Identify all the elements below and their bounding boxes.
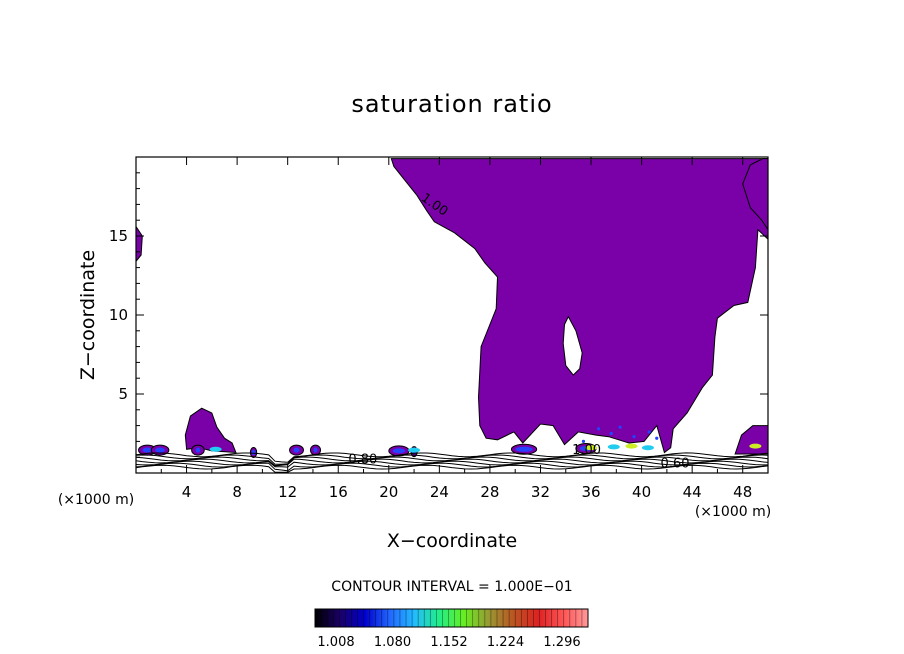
x-tick-label: 12 — [278, 483, 297, 501]
supersaturated-cell — [293, 447, 300, 453]
supersaturated-speck — [597, 427, 601, 431]
surface-contour-line — [136, 458, 768, 467]
colorbar-tick-labels: 1.008 1.080 1.152 1.224 1.296 — [317, 635, 580, 650]
supersaturated-speck — [581, 439, 586, 443]
y-tick-label: 5 — [118, 385, 128, 403]
x-tick-label: 28 — [480, 483, 499, 501]
y-axis-label: Z−coordinate — [77, 250, 99, 380]
supersaturated-cell — [155, 447, 165, 453]
x-tick-label: 4 — [182, 483, 192, 501]
contour-interval-note: CONTOUR INTERVAL = 1.000E−01 — [331, 579, 572, 595]
x-tick-label: 24 — [430, 483, 449, 501]
supersaturated-cell — [392, 448, 406, 454]
colorbar-tick-label: 1.008 — [317, 635, 354, 650]
x-tick-label: 40 — [632, 483, 651, 501]
plot-area — [136, 158, 768, 473]
x-unit-right: (×1000 m) — [695, 504, 771, 520]
high-saturation-cell — [585, 445, 598, 451]
colorbar-tick-label: 1.152 — [430, 635, 467, 650]
colorbar: 1.008 1.080 1.152 1.224 1.296 — [314, 608, 589, 650]
colorbar-divisions — [320, 609, 583, 627]
x-tick-label: 20 — [379, 483, 398, 501]
colorbar-strip — [314, 608, 589, 628]
high-saturation-cell — [641, 445, 654, 451]
x-axis-label: X−coordinate — [387, 530, 517, 552]
supersaturated-speck — [618, 425, 622, 429]
supersaturated-cell — [251, 449, 256, 455]
supersaturated-cell — [515, 446, 533, 452]
y-tick-label: 15 — [109, 227, 128, 245]
high-saturation-cell — [607, 444, 620, 450]
y-axis-ticks: 5 10 15 — [109, 172, 768, 458]
saturated-region-main — [390, 158, 768, 454]
contour-label: 0.80 — [348, 453, 377, 468]
surface-contour-line — [136, 464, 768, 473]
supersaturated-speck — [632, 435, 636, 439]
saturated-region-top-right — [742, 158, 768, 231]
colorbar-tick-label: 1.080 — [374, 635, 411, 650]
colorbar-tick-label: 1.296 — [543, 635, 580, 650]
saturated-region-blob — [184, 407, 237, 454]
high-saturation-cell — [209, 446, 222, 452]
x-tick-label: 36 — [581, 483, 600, 501]
supersaturated-speck — [647, 430, 651, 434]
chart-title: saturation ratio — [351, 90, 552, 118]
high-saturation-cell — [749, 443, 762, 449]
supersaturated-cell — [195, 447, 201, 453]
contour-label: 0.60 — [661, 456, 690, 471]
high-saturation-cell — [625, 443, 638, 449]
supersaturated-cell — [313, 447, 318, 453]
contour-label: 1.00 — [572, 443, 601, 458]
surface-contour-line — [136, 454, 768, 465]
supersaturated-speck — [655, 436, 659, 440]
supersaturated-cell — [142, 447, 153, 453]
saturated-region-right-low — [734, 425, 768, 455]
x-axis-ticks: 4 8 12 16 20 24 28 32 36 40 44 48 — [160, 157, 752, 501]
x-unit-left: (×1000 m) — [58, 492, 134, 508]
y-tick-label: 10 — [109, 306, 128, 324]
colorbar-tick-label: 1.224 — [487, 635, 524, 650]
x-tick-label: 48 — [733, 483, 752, 501]
high-saturation-cell — [408, 447, 421, 453]
supersaturated-speck — [609, 431, 613, 436]
x-tick-label: 44 — [683, 483, 702, 501]
x-tick-label: 8 — [232, 483, 242, 501]
x-tick-label: 16 — [329, 483, 348, 501]
x-tick-label: 32 — [531, 483, 550, 501]
saturated-region-left-edge — [136, 225, 143, 263]
